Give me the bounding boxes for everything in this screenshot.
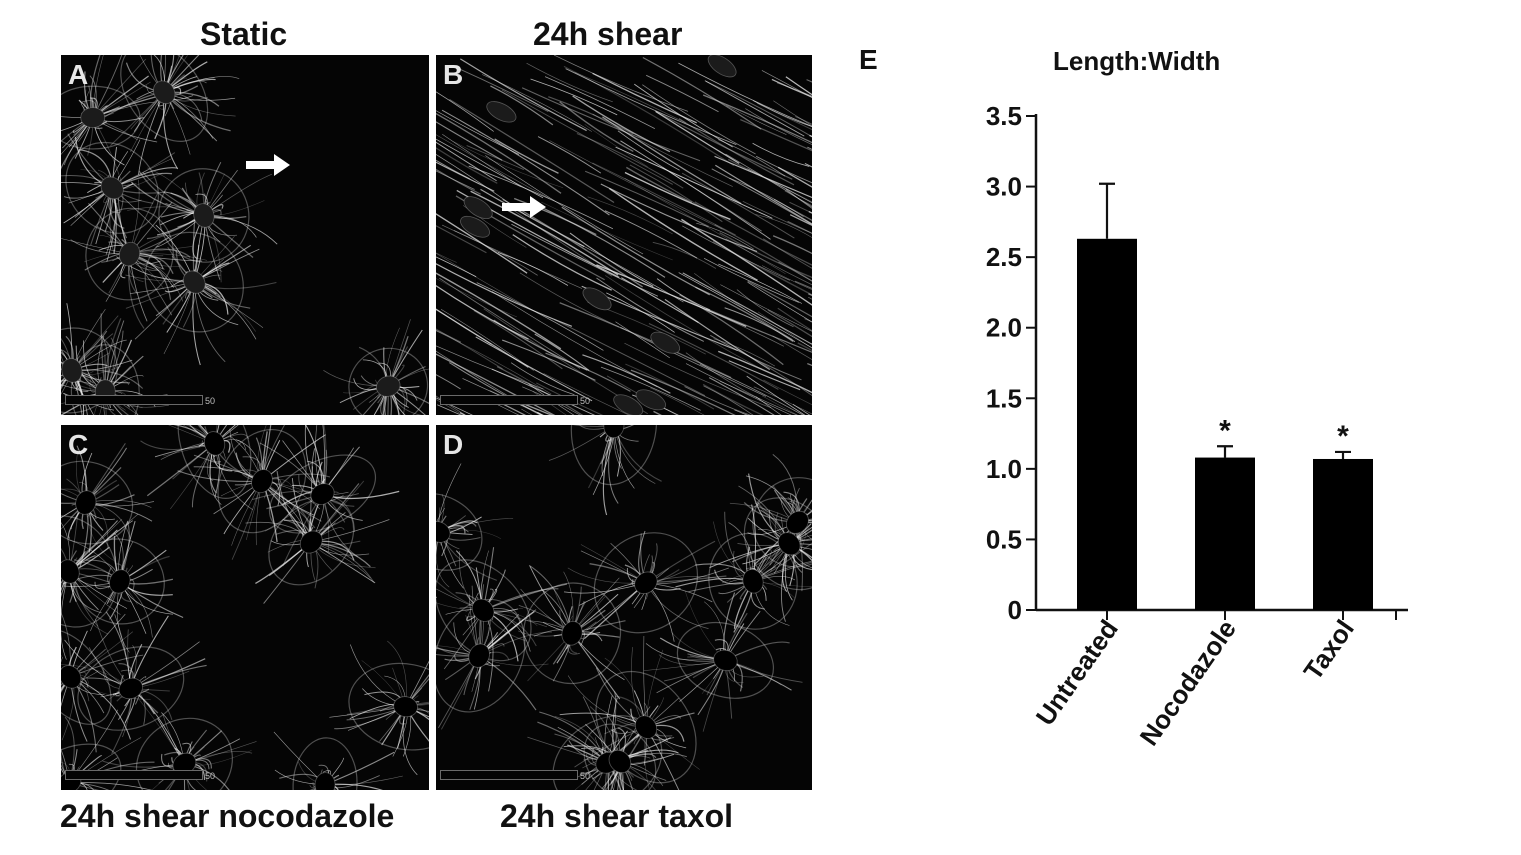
panel-a-title: Static <box>200 16 288 52</box>
bar-chart-e: E Length:Width 0 0.5 1.0 1.5 2.0 2.5 3.0 3.5 Unt… <box>850 30 1470 830</box>
scale-bar-label: 50 <box>580 396 591 406</box>
micrograph-panel-a: A 50 <box>61 55 429 415</box>
scale-bar-label: 50 <box>205 396 216 406</box>
scale-bar <box>65 770 203 780</box>
y-tick-label: 2.5 <box>986 242 1022 272</box>
bar-nocodazole <box>1195 457 1255 610</box>
error-bar <box>1217 445 1233 458</box>
micrograph-panel-c: C 50 <box>61 425 429 790</box>
x-tick-label: Nocodazole <box>1134 614 1242 751</box>
scale-bar <box>440 395 578 405</box>
microtubule-image <box>61 425 429 790</box>
microtubule-image <box>61 55 429 415</box>
micrograph-panel-d: D 50 <box>436 425 812 790</box>
x-tick-label: Taxol <box>1297 614 1359 685</box>
significance-marker: * <box>1219 414 1231 447</box>
microtubule-image <box>436 55 812 415</box>
panel-c-title: 24h shear nocodazole <box>60 798 395 834</box>
panel-d-letter: D <box>443 429 464 460</box>
panel-a-letter: A <box>68 59 89 90</box>
error-bar <box>1099 182 1115 239</box>
arrow-indicator-icon <box>246 154 290 176</box>
y-tick-label: 3.5 <box>986 101 1022 131</box>
y-tick-label: 0.5 <box>986 524 1022 554</box>
panel-b-letter: B <box>443 59 464 90</box>
panel-b-title: 24h shear <box>533 16 683 52</box>
y-tick-label: 1.5 <box>986 383 1022 413</box>
scale-bar <box>440 770 578 780</box>
arrow-indicator-icon <box>502 196 546 218</box>
scale-bar-label: 50 <box>580 771 591 781</box>
y-tick-label: 2.0 <box>986 313 1022 343</box>
significance-marker: * <box>1337 420 1349 453</box>
bar-untreated <box>1077 238 1137 610</box>
microtubule-image <box>436 425 812 790</box>
panel-d-title: 24h shear taxol <box>500 798 733 834</box>
panel-c-letter: C <box>68 429 89 460</box>
chart-title: Length:Width <box>1053 46 1221 76</box>
y-tick-label: 0 <box>1008 595 1022 625</box>
scale-bar <box>65 395 203 405</box>
y-tick-label: 3.0 <box>986 172 1022 202</box>
bar-taxol <box>1313 458 1373 610</box>
x-tick-label: Untreated <box>1030 614 1124 731</box>
scale-bar-label: 50 <box>205 771 216 781</box>
error-bar <box>1335 450 1351 459</box>
micrograph-panel-b: B 50 <box>436 55 812 415</box>
chart-plot-area: 0 0.5 1.0 1.5 2.0 2.5 3.0 3.5 Untreated * Nocodazo… <box>986 101 1408 751</box>
y-tick-label: 1.0 <box>986 454 1022 484</box>
chart-panel-letter: E <box>859 44 878 75</box>
